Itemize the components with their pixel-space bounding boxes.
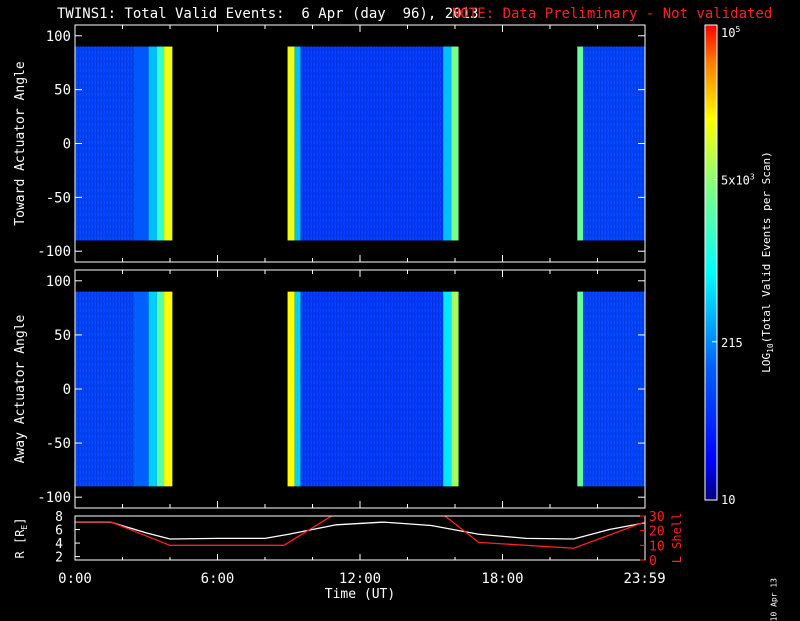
heatmap-band-away-4	[164, 291, 173, 487]
y-axis-label-radius: R [RE]	[13, 518, 29, 559]
heatmap-texture-toward-0	[75, 46, 134, 241]
heatmap-band-toward-10	[577, 46, 584, 241]
colorbar-frame	[704, 24, 718, 501]
preliminary-note: NOTE: Data Preliminary - Not validated	[452, 6, 773, 22]
away-heatmap-panel: 100 50 0 -50 -100 Away Actuator Angle	[13, 269, 646, 509]
heatmap-band-away-9	[451, 291, 459, 487]
heatmap-band-toward-9	[451, 46, 459, 241]
heatmap-band-toward-8	[443, 46, 452, 241]
y-tick-label-right-bottom: 20	[649, 525, 665, 540]
y-tick-label-away: 50	[54, 328, 71, 344]
toward-heatmap-panel: 100 50 0 -50 -100 Toward Actuator Angle	[13, 24, 646, 263]
colorbar-tick-label: 105	[721, 25, 740, 40]
heatmap-texture-away-7	[300, 291, 444, 487]
y-tick-label-left-bottom: 6	[55, 524, 63, 539]
y-tick-label-toward: -50	[46, 190, 71, 206]
heatmap-band-away-6	[294, 291, 301, 487]
heatmap-band-toward-5	[287, 46, 295, 241]
heatmap-band-away-1	[133, 291, 149, 487]
heatmap-band-away-10	[577, 291, 584, 487]
y-axis-label-toward: Toward Actuator Angle	[13, 61, 28, 226]
heatmap-band-toward-2	[148, 46, 157, 241]
y-tick-label-toward: 50	[54, 83, 71, 99]
colorbar-gradient	[705, 25, 717, 500]
radius-line	[75, 521, 645, 540]
colorbar: 10 215 5x103 105 LOG10(Total Valid Events pe…	[704, 24, 775, 507]
panel-frame-bottom	[74, 515, 646, 561]
heatmap-band-away-3	[156, 291, 165, 487]
colorbar-tick-label: 215	[721, 336, 743, 350]
y-tick-label-toward: -100	[37, 244, 71, 260]
heatmap-band-toward-4	[164, 46, 173, 241]
x-tick-label: 0:00	[58, 571, 92, 587]
y-tick-label-left-bottom: 4	[55, 537, 63, 552]
heatmap-band-toward-6	[294, 46, 301, 241]
heatmap-band-away-2	[148, 291, 157, 487]
colorbar-label: LOG10(Total Valid Events per Scan)	[760, 151, 775, 373]
y-tick-label-left-bottom: 8	[55, 510, 63, 525]
heatmap-texture-away-0	[75, 291, 134, 487]
heatmap-texture-toward-7	[300, 46, 444, 241]
y-tick-label-right-bottom: 30	[649, 510, 665, 525]
y-tick-label-away: 0	[63, 382, 71, 398]
heatmap-texture-toward-11	[583, 46, 645, 241]
heatmap-band-toward-3	[156, 46, 165, 241]
y-axis-label-away: Away Actuator Angle	[13, 314, 28, 463]
y-axis-label-lshell: L Shell	[670, 513, 684, 564]
heatmap-band-toward-1	[133, 46, 149, 241]
x-axis-label: Time (UT)	[325, 587, 395, 600]
heatmap-band-away-8	[443, 291, 452, 487]
y-tick-label-right-bottom: 10	[649, 539, 665, 554]
colorbar-tick-label: 5x103	[721, 172, 755, 187]
x-tick-label: 6:00	[201, 571, 235, 587]
y-tick-label-toward: 100	[46, 29, 71, 45]
x-tick-label: 18:00	[481, 571, 523, 587]
x-tick-label: 23:59	[624, 571, 666, 587]
y-tick-label-away: -100	[37, 490, 71, 506]
x-tick-label: 12:00	[339, 571, 381, 587]
heatmap-texture-away-11	[583, 291, 645, 487]
heatmap-band-away-5	[287, 291, 295, 487]
colorbar-tick-label: 10	[721, 493, 735, 507]
chart-title: TWINS1: Total Valid Events: 6 Apr (day 9…	[57, 6, 479, 22]
y-tick-label-right-bottom: 0	[649, 554, 657, 569]
y-tick-label-away: -50	[46, 436, 71, 452]
y-tick-label-toward: 0	[63, 137, 71, 153]
l-shell-line	[75, 516, 645, 549]
y-tick-label-away: 100	[46, 274, 71, 290]
y-tick-label-left-bottom: 2	[55, 551, 63, 566]
